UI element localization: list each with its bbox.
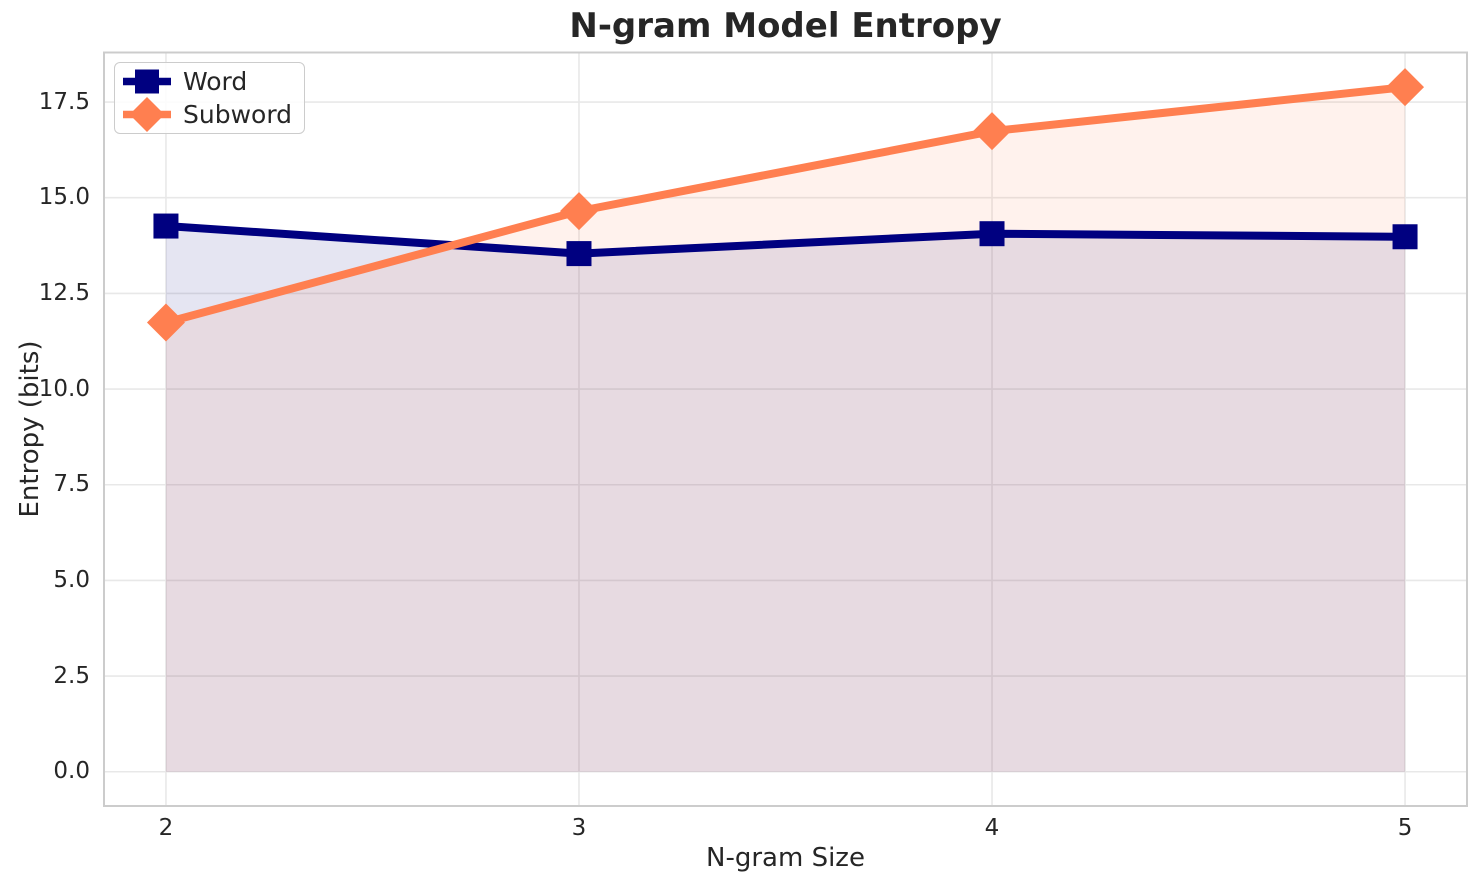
chart-title: N-gram Model Entropy bbox=[569, 6, 1002, 46]
y-tick-label: 12.5 bbox=[38, 279, 90, 306]
legend-item-word: Word bbox=[121, 65, 292, 98]
marker-diamond bbox=[559, 192, 598, 231]
gridlines bbox=[104, 52, 1467, 806]
x-tick-label: 5 bbox=[1397, 815, 1413, 841]
marker-square bbox=[1392, 224, 1418, 250]
square-marker-icon bbox=[123, 69, 171, 94]
x-tick-label: 4 bbox=[984, 815, 1000, 841]
y-tick-label: 0.0 bbox=[53, 758, 90, 785]
x-axis-label: N-gram Size bbox=[706, 843, 865, 873]
y-tick-label: 17.5 bbox=[38, 88, 90, 115]
area-fill-word bbox=[165, 226, 1406, 772]
y-tick-label: 10.0 bbox=[38, 375, 90, 402]
legend-label: Word bbox=[183, 67, 248, 96]
y-tick-label: 15.0 bbox=[38, 184, 90, 211]
marker-diamond bbox=[973, 112, 1012, 151]
marker-diamond bbox=[146, 303, 185, 342]
x-tick-label: 2 bbox=[158, 815, 174, 841]
y-tick-label: 7.5 bbox=[53, 471, 90, 498]
axes-spines bbox=[103, 51, 1468, 807]
diamond-marker-icon bbox=[123, 97, 171, 132]
x-tick-label: 3 bbox=[571, 815, 587, 841]
series-subword bbox=[146, 68, 1425, 342]
legend-item-subword: Subword bbox=[121, 97, 293, 132]
y-tick-label: 2.5 bbox=[53, 662, 90, 689]
series-word bbox=[153, 213, 1418, 267]
marker-square bbox=[979, 221, 1005, 247]
y-tick-label: 5.0 bbox=[53, 566, 90, 593]
legend-label: Subword bbox=[183, 100, 293, 129]
area-fill-subword bbox=[165, 87, 1406, 772]
marker-square bbox=[566, 241, 592, 267]
marker-square bbox=[153, 213, 179, 239]
legend: Word Subword bbox=[114, 62, 306, 134]
marker-diamond bbox=[1386, 68, 1425, 107]
